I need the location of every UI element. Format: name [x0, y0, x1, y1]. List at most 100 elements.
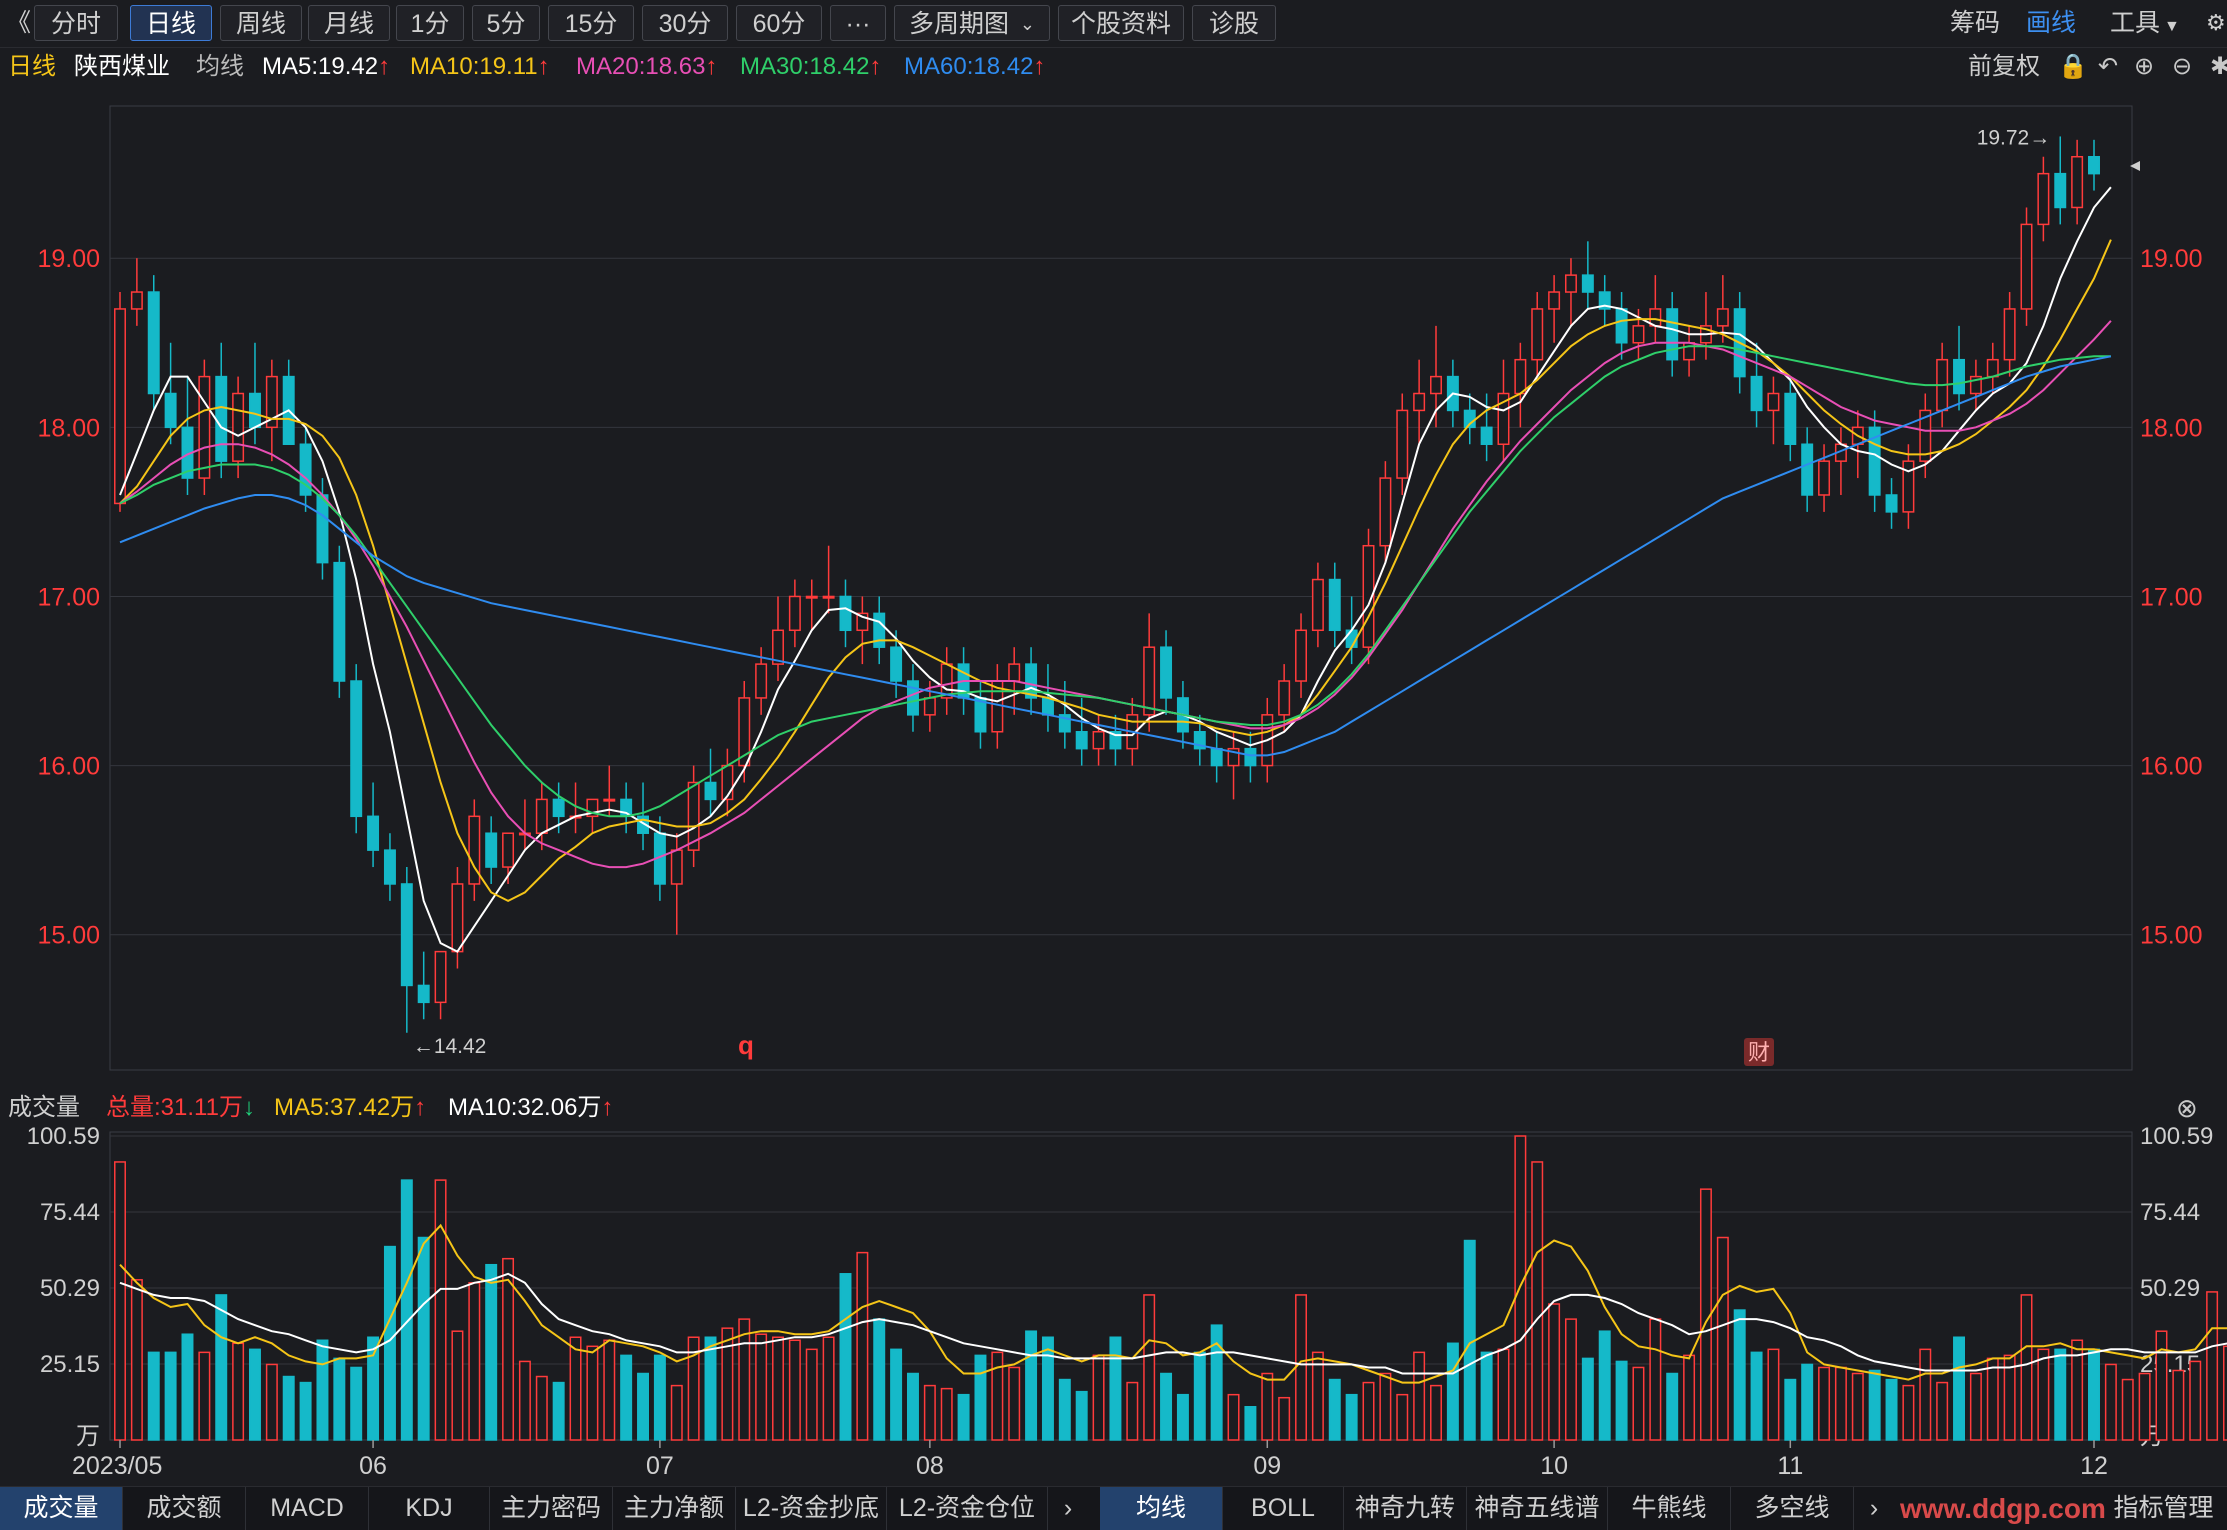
tab-main-code[interactable]: 主力密码: [490, 1487, 613, 1530]
gear-icon[interactable]: ⚙: [2206, 10, 2226, 35]
candle-down: [906, 664, 919, 732]
indicator-manage-button[interactable]: 指标管理: [2113, 1494, 2214, 1522]
tab-monthly[interactable]: 月线: [308, 5, 390, 41]
adjust-mode[interactable]: 前复权: [1968, 53, 2040, 80]
tab-ma[interactable]: 均线: [1100, 1487, 1223, 1530]
candle-body: [2003, 308, 2016, 361]
candle-up: [130, 258, 143, 326]
arrow-up-icon: ↑: [537, 53, 550, 80]
event-marker-q: q: [738, 1030, 754, 1060]
candle-body: [400, 883, 413, 987]
candle-down: [333, 545, 346, 698]
chevron-right-icon[interactable]: ›: [1869, 1494, 1879, 1522]
zoom-out-icon[interactable]: ⊖: [2172, 53, 2193, 80]
volume-bar: [2071, 1339, 2084, 1441]
low-price-annotation: ←14.42: [413, 1035, 487, 1058]
tab-turnover[interactable]: 成交额: [123, 1487, 246, 1530]
stock-name[interactable]: 陕西煤业: [74, 53, 170, 80]
tab-5min[interactable]: 5分: [472, 5, 540, 41]
tab-weekly[interactable]: 周线: [220, 5, 302, 41]
tab-daily[interactable]: 日线: [130, 5, 212, 41]
tab-kdj[interactable]: KDJ: [369, 1487, 490, 1530]
tab-volume[interactable]: 成交量: [0, 1487, 123, 1530]
tab-main-net[interactable]: 主力净额: [613, 1487, 736, 1530]
candle-body: [1598, 291, 1611, 310]
chevron-right-icon[interactable]: ›: [1063, 1494, 1073, 1522]
ma-label[interactable]: 均线: [196, 53, 244, 80]
more-icon[interactable]: ···: [830, 5, 886, 41]
tab-l2-bottom[interactable]: L2-资金抄底: [736, 1487, 887, 1530]
candle-down: [1058, 681, 1071, 749]
tab-15min[interactable]: 15分: [548, 5, 634, 41]
volume-bar: [687, 1336, 700, 1441]
candle-body: [755, 663, 768, 699]
candle-up: [2020, 207, 2033, 326]
chip-button[interactable]: 筹码: [1950, 9, 2001, 37]
y-tick-label-right: 15.00: [2140, 922, 2203, 950]
candle-body: [1666, 308, 1679, 361]
x-tick-label: 06: [359, 1452, 387, 1480]
candle-body: [1767, 392, 1780, 412]
volume-ma10-line: [119, 1272, 2227, 1375]
candlestick-chart[interactable]: 19.00 19.00 18.00 18.00 17.00 17.00 16.00 16.00…: [0, 86, 2227, 1086]
volume-bar: [890, 1348, 903, 1441]
volume-ma5-line: [119, 1223, 2227, 1384]
volume-bar: [248, 1348, 261, 1441]
ma10-line: [119, 239, 2112, 903]
candle-up: [434, 950, 447, 1020]
settings-icon[interactable]: ✱: [2210, 53, 2227, 80]
undo-icon[interactable]: ↶: [2098, 53, 2119, 80]
volume-bar: [2054, 1348, 2067, 1441]
tab-l2-position[interactable]: L2-资金仓位: [887, 1487, 1048, 1530]
tab-nine-turn[interactable]: 神奇九转: [1344, 1487, 1467, 1530]
candle-body: [586, 798, 599, 818]
zoom-in-icon[interactable]: ⊕: [2134, 53, 2155, 80]
tab-30min[interactable]: 30分: [642, 5, 728, 41]
volume-label[interactable]: 成交量: [8, 1094, 80, 1121]
volume-bar: [1092, 1354, 1105, 1441]
volume-ma10: MA10:32.06万↑: [448, 1094, 614, 1121]
volume-bar: [1295, 1294, 1308, 1441]
candle-body: [198, 375, 211, 479]
candle-up: [2037, 156, 2050, 242]
volume-bar: [468, 1282, 481, 1441]
tab-long-short[interactable]: 多空线: [1731, 1487, 1854, 1530]
candle-up: [2003, 292, 2016, 377]
tab-60min[interactable]: 60分: [736, 5, 822, 41]
tab-macd[interactable]: MACD: [246, 1487, 369, 1530]
candle-body: [788, 595, 801, 632]
tools-button[interactable]: 工具 ▼: [2110, 5, 2180, 41]
tab-fenshi[interactable]: 分时: [34, 5, 118, 41]
candle-body: [1278, 680, 1291, 716]
volume-bar: [772, 1336, 784, 1441]
volume-bar: [1261, 1372, 1274, 1441]
tab-bull-bear[interactable]: 牛熊线: [1608, 1487, 1731, 1530]
close-icon[interactable]: ⊗: [2176, 1093, 2198, 1123]
lock-icon[interactable]: 🔒: [2058, 53, 2088, 80]
candle-down: [1801, 427, 1814, 512]
y-tick-label-left: 16.00: [37, 753, 100, 781]
candle-up: [1362, 528, 1375, 665]
candle-body: [1818, 460, 1831, 496]
draw-line-button[interactable]: 画线: [2026, 9, 2077, 37]
diagnose-button[interactable]: 诊股: [1192, 5, 1276, 41]
tab-1min[interactable]: 1分: [396, 5, 464, 41]
ma5-value: MA5:19.42↑: [262, 53, 391, 80]
candle-up: [822, 545, 835, 614]
candle-up: [1413, 359, 1426, 445]
candle-body: [1413, 392, 1426, 412]
volume-bar: [1666, 1372, 1679, 1441]
volume-bar: [1430, 1384, 1442, 1441]
candle-body: [637, 815, 650, 834]
volume-tick-right: 75.44: [2140, 1199, 2200, 1226]
volume-bar: [670, 1384, 683, 1441]
tab-five-line[interactable]: 神奇五线谱: [1467, 1487, 1608, 1530]
collapse-icon[interactable]: 《: [6, 9, 32, 37]
tab-boll[interactable]: BOLL: [1223, 1487, 1344, 1530]
stock-profile-button[interactable]: 个股资料: [1058, 5, 1184, 41]
multi-period-dropdown[interactable]: 多周期图 ⌄: [894, 5, 1050, 41]
volume-bar: [1176, 1393, 1189, 1441]
arrow-up-icon: ↑: [705, 53, 718, 80]
candle-down: [1581, 241, 1594, 309]
